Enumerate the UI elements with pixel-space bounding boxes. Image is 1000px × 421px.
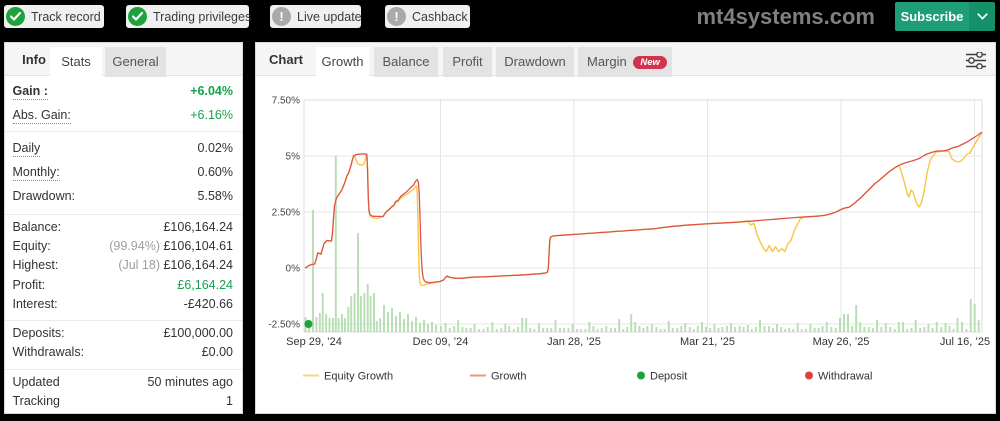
- svg-text:Mar 21, ’25: Mar 21, ’25: [680, 336, 735, 348]
- svg-text:Jan 28, ’25: Jan 28, ’25: [547, 336, 601, 348]
- svg-text:Dec 09, ’24: Dec 09, ’24: [413, 336, 469, 348]
- svg-text:Deposit: Deposit: [650, 371, 687, 383]
- svg-text:Equity Growth: Equity Growth: [324, 371, 393, 383]
- svg-text:5%: 5%: [286, 152, 301, 163]
- svg-text:Withdrawal: Withdrawal: [818, 371, 872, 383]
- svg-text:Growth: Growth: [491, 371, 526, 383]
- svg-text:2.50%: 2.50%: [272, 208, 300, 219]
- svg-text:0%: 0%: [286, 264, 301, 275]
- svg-text:7.50%: 7.50%: [272, 96, 300, 107]
- svg-text:Sep 29, ’24: Sep 29, ’24: [286, 336, 342, 348]
- svg-text:Jul 16, ’25: Jul 16, ’25: [940, 336, 990, 348]
- svg-text:-2.50%: -2.50%: [268, 320, 300, 331]
- svg-text:May 26, ’25: May 26, ’25: [813, 336, 870, 348]
